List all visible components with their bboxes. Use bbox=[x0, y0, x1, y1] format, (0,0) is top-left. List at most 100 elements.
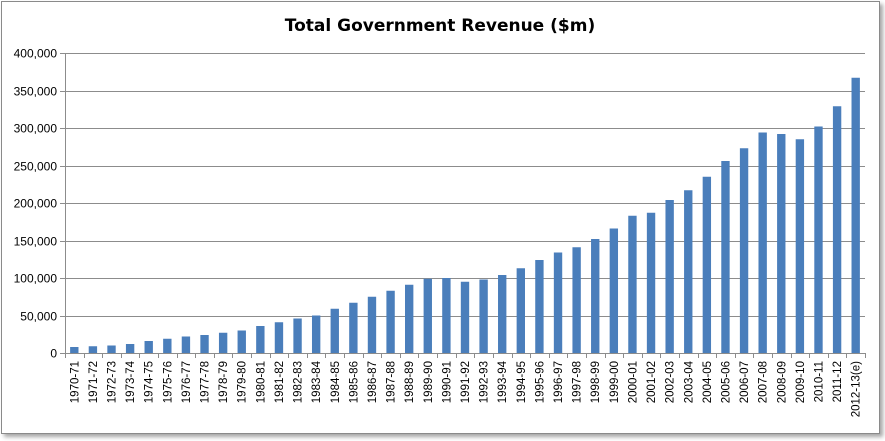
x-tick-label: 1995-96 bbox=[534, 361, 546, 403]
bar bbox=[591, 239, 600, 353]
y-tick-label: 200,000 bbox=[14, 197, 58, 211]
bar bbox=[349, 302, 358, 353]
bar bbox=[218, 332, 228, 353]
x-tick-label: 1982-83 bbox=[293, 361, 305, 403]
x-tick-label: 2001-02 bbox=[646, 361, 658, 403]
x-tick-label: 1986-87 bbox=[367, 361, 379, 403]
x-tick-label: 1994-95 bbox=[516, 361, 528, 403]
y-tick-label: 100,000 bbox=[14, 272, 58, 286]
chart-title: Total Government Revenue ($m) bbox=[285, 16, 595, 36]
bar bbox=[479, 279, 488, 353]
x-tick-label: 2010-11 bbox=[813, 361, 825, 402]
bar bbox=[274, 322, 284, 353]
y-tick-label: 50,000 bbox=[20, 310, 57, 324]
x-tick-label: 1975-76 bbox=[162, 361, 174, 403]
x-tick-label: 1977-78 bbox=[200, 361, 212, 403]
bar bbox=[311, 315, 321, 353]
bar bbox=[628, 215, 637, 353]
chart-frame bbox=[1, 1, 880, 434]
x-tick-label: 1989-90 bbox=[423, 361, 435, 403]
x-tick-label: 2000-01 bbox=[627, 361, 639, 403]
x-tick-label: 1990-91 bbox=[441, 361, 453, 403]
x-tick-label: 2008-09 bbox=[776, 361, 788, 403]
x-tick-label: 1993-94 bbox=[497, 360, 509, 403]
bar bbox=[498, 275, 507, 353]
bar bbox=[832, 106, 842, 353]
bar bbox=[144, 341, 153, 353]
bar bbox=[367, 296, 377, 353]
x-tick-label: 2005-06 bbox=[720, 361, 732, 403]
axes bbox=[65, 53, 865, 354]
x-tick-label: 2004-05 bbox=[702, 361, 714, 403]
bar bbox=[684, 190, 693, 353]
bar bbox=[777, 134, 786, 353]
x-tick-label: 2012-13(e) bbox=[851, 361, 863, 417]
y-tick-label: 0 bbox=[50, 347, 57, 361]
x-tick-label: 1988-89 bbox=[404, 361, 416, 403]
bar bbox=[70, 347, 79, 353]
bar bbox=[442, 278, 451, 353]
x-tick-label: 2009-10 bbox=[795, 361, 807, 403]
bar bbox=[553, 252, 563, 353]
bars bbox=[70, 77, 860, 353]
y-axis-ticks: 0 50,000 100,000 150,000 200,000 250,000 300,0… bbox=[14, 47, 65, 361]
x-tick-label: 1985-86 bbox=[348, 361, 360, 403]
y-tick-label: 300,000 bbox=[14, 122, 58, 136]
bar bbox=[88, 346, 98, 353]
bar bbox=[721, 161, 730, 353]
bar bbox=[795, 139, 805, 353]
bar bbox=[237, 330, 246, 353]
bar bbox=[609, 228, 619, 353]
bar bbox=[423, 278, 432, 353]
bar bbox=[535, 260, 544, 353]
bar bbox=[646, 212, 656, 353]
bar bbox=[702, 176, 712, 353]
x-tick-label: 1983-84 bbox=[311, 360, 323, 403]
x-tick-label: 1997-98 bbox=[572, 361, 584, 403]
bar bbox=[107, 345, 116, 353]
y-tick-label: 150,000 bbox=[14, 235, 58, 249]
x-tick-label: 1992-93 bbox=[479, 361, 491, 403]
bar bbox=[665, 200, 674, 353]
bar bbox=[256, 326, 265, 353]
x-tick-label: 1973-74 bbox=[125, 360, 137, 403]
x-tick-label: 1984-85 bbox=[330, 361, 342, 403]
bar bbox=[851, 77, 860, 353]
y-tick-label: 350,000 bbox=[14, 85, 58, 99]
bar bbox=[814, 126, 823, 353]
x-tick-label: 2011-12 bbox=[832, 361, 844, 402]
bar bbox=[739, 148, 749, 353]
x-tick-label: 1972-73 bbox=[107, 361, 119, 403]
bar bbox=[758, 132, 767, 353]
bar bbox=[405, 284, 414, 353]
x-tick-label: 1996-97 bbox=[553, 361, 565, 403]
x-tick-label: 2002-03 bbox=[665, 361, 677, 403]
x-tick-label: 1998-99 bbox=[590, 361, 602, 403]
bar bbox=[460, 281, 470, 353]
x-tick-label: 1976-77 bbox=[181, 361, 193, 403]
bar bbox=[181, 336, 191, 353]
bar bbox=[163, 338, 172, 353]
bar bbox=[330, 308, 339, 353]
x-tick-label: 1991-92 bbox=[460, 361, 472, 403]
x-tick-label: 2007-08 bbox=[758, 361, 770, 403]
x-tick-label: 2006-07 bbox=[739, 361, 751, 403]
bar bbox=[572, 247, 581, 353]
x-tick-label: 1974-75 bbox=[144, 361, 156, 403]
bar bbox=[125, 344, 135, 353]
x-tick-label: 2003-04 bbox=[683, 360, 695, 403]
bar bbox=[200, 335, 209, 353]
x-axis-ticks: 1970-71 1971-72 1972-73 1973-74 1974-75 1975-… bbox=[65, 353, 866, 417]
gridlines bbox=[65, 53, 865, 317]
bar bbox=[386, 290, 395, 353]
x-tick-label: 1971-72 bbox=[88, 361, 100, 403]
x-tick-label: 1978-79 bbox=[218, 361, 230, 403]
x-tick-label: 1981-82 bbox=[274, 361, 286, 403]
x-tick-label: 1970-71 bbox=[69, 361, 81, 403]
x-tick-label: 1987-88 bbox=[386, 361, 398, 403]
bar bbox=[293, 318, 302, 353]
y-tick-label: 400,000 bbox=[14, 47, 58, 61]
x-tick-label: 1979-80 bbox=[237, 361, 249, 403]
y-tick-label: 250,000 bbox=[14, 160, 58, 174]
